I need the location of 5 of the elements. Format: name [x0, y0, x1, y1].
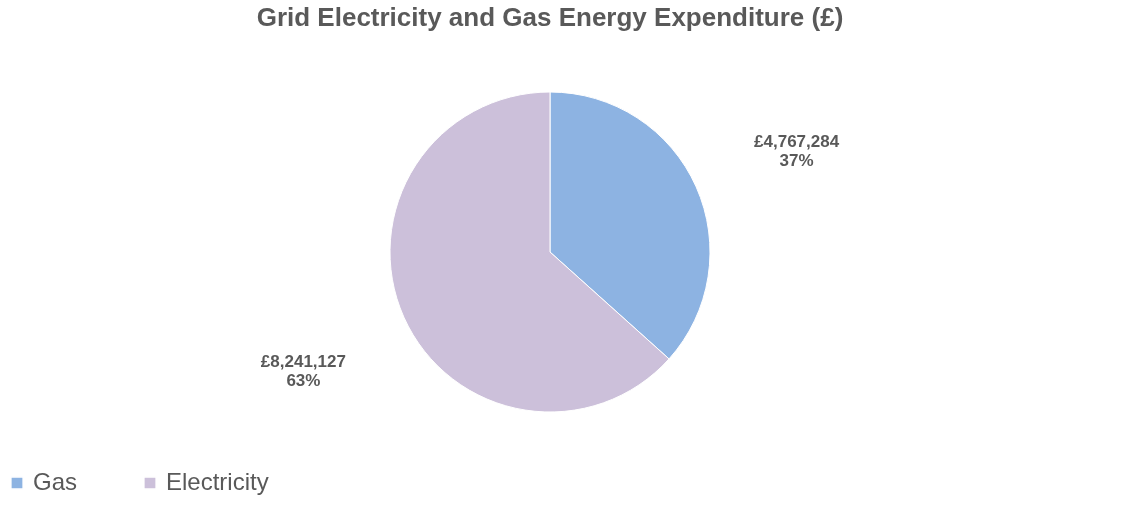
legend-label: Electricity: [166, 468, 269, 495]
data-label: £8,241,127 63%: [260, 351, 346, 390]
legend-label: Gas: [33, 468, 78, 495]
chart-title: Grid Electricity and Gas Energy Expenditure (£): [256, 2, 844, 32]
data-label: £4,767,284 37%: [754, 132, 840, 171]
